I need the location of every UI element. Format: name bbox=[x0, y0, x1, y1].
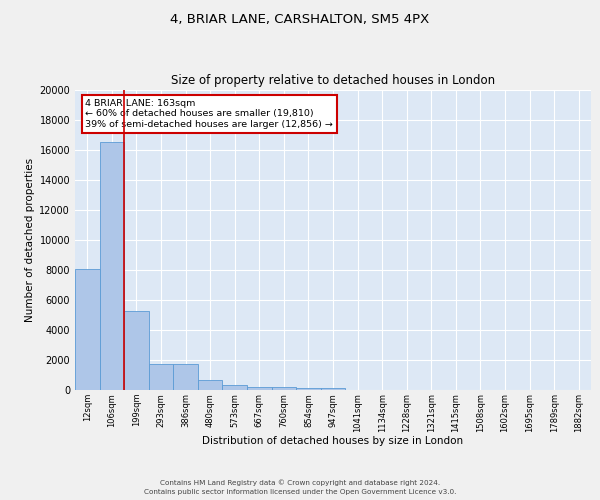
X-axis label: Distribution of detached houses by size in London: Distribution of detached houses by size … bbox=[202, 436, 464, 446]
Bar bbox=[100, 142, 124, 390]
Bar bbox=[198, 380, 223, 390]
Bar bbox=[272, 387, 296, 390]
Bar bbox=[75, 268, 100, 390]
Bar bbox=[149, 364, 173, 390]
Text: Contains HM Land Registry data © Crown copyright and database right 2024.
Contai: Contains HM Land Registry data © Crown c… bbox=[144, 480, 456, 495]
Bar bbox=[223, 385, 247, 390]
Text: 4, BRIAR LANE, CARSHALTON, SM5 4PX: 4, BRIAR LANE, CARSHALTON, SM5 4PX bbox=[170, 12, 430, 26]
Y-axis label: Number of detached properties: Number of detached properties bbox=[25, 158, 35, 322]
Bar bbox=[173, 364, 198, 390]
Bar bbox=[296, 388, 321, 390]
Title: Size of property relative to detached houses in London: Size of property relative to detached ho… bbox=[171, 74, 495, 88]
Text: 4 BRIAR LANE: 163sqm
← 60% of detached houses are smaller (19,810)
39% of semi-d: 4 BRIAR LANE: 163sqm ← 60% of detached h… bbox=[85, 99, 333, 129]
Bar bbox=[247, 387, 272, 390]
Bar bbox=[321, 388, 345, 390]
Bar bbox=[124, 310, 149, 390]
